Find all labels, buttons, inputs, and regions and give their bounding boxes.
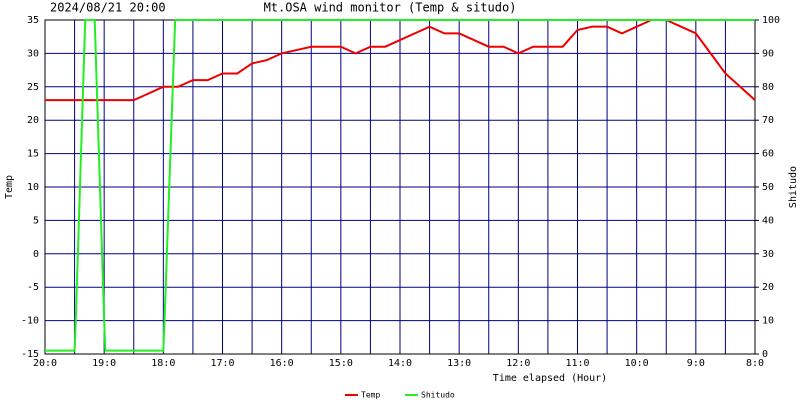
- x-tick-label: 15:0: [329, 358, 353, 369]
- x-tick-label: 9:0: [687, 358, 705, 369]
- series-line: [45, 19, 756, 102]
- x-tick-label: 16:0: [270, 358, 294, 369]
- x-tick-label: 12:0: [506, 358, 530, 369]
- y-tick-label: 5: [33, 215, 39, 226]
- x-tick-label: 8:0: [746, 358, 764, 369]
- y2-tick-label: 50: [762, 182, 774, 193]
- y-tick-label: -10: [21, 316, 39, 327]
- y2-tick-label: 60: [762, 149, 774, 160]
- x-tick-label: 17:0: [210, 358, 234, 369]
- y-tick-label: 35: [27, 15, 39, 26]
- x-axis-label: Time elapsed (Hour): [493, 373, 607, 384]
- y2-tick-label: 80: [762, 82, 774, 93]
- y-tick-label: 25: [27, 82, 39, 93]
- y2-axis-label: Shitudo: [788, 166, 799, 208]
- y2-tick-label: 70: [762, 115, 774, 126]
- chart-title: Mt.OSA wind monitor (Temp & situdo): [264, 1, 517, 15]
- y-tick-label: -5: [27, 282, 39, 293]
- y-tick-label: 0: [33, 249, 39, 260]
- x-tick-label: 13:0: [447, 358, 471, 369]
- legend-label: Temp: [361, 391, 380, 400]
- x-tick-label: 18:0: [151, 358, 175, 369]
- y-tick-label: 20: [27, 115, 39, 126]
- x-tick-label: 11:0: [565, 358, 589, 369]
- series-line: [45, 19, 755, 352]
- timestamp: 2024/08/21 20:00: [50, 1, 166, 15]
- y-tick-label: 15: [27, 149, 39, 160]
- y2-tick-label: 40: [762, 215, 774, 226]
- y-tick-label: -15: [21, 349, 39, 360]
- x-tick-label: 10:0: [625, 358, 649, 369]
- x-tick-label: 19:0: [92, 358, 116, 369]
- y2-tick-label: 10: [762, 316, 774, 327]
- y-axis-label: Temp: [4, 175, 15, 199]
- x-tick-label: 14:0: [388, 358, 412, 369]
- y-tick-label: 10: [27, 182, 39, 193]
- legend-label: Shitudo: [421, 391, 455, 400]
- y2-tick-label: 100: [762, 15, 780, 26]
- x-tick-label: 20:0: [33, 358, 57, 369]
- y2-tick-label: 90: [762, 48, 774, 59]
- y2-tick-label: 30: [762, 249, 774, 260]
- y2-tick-label: 0: [762, 349, 768, 360]
- y2-tick-label: 20: [762, 282, 774, 293]
- y-tick-label: 30: [27, 48, 39, 59]
